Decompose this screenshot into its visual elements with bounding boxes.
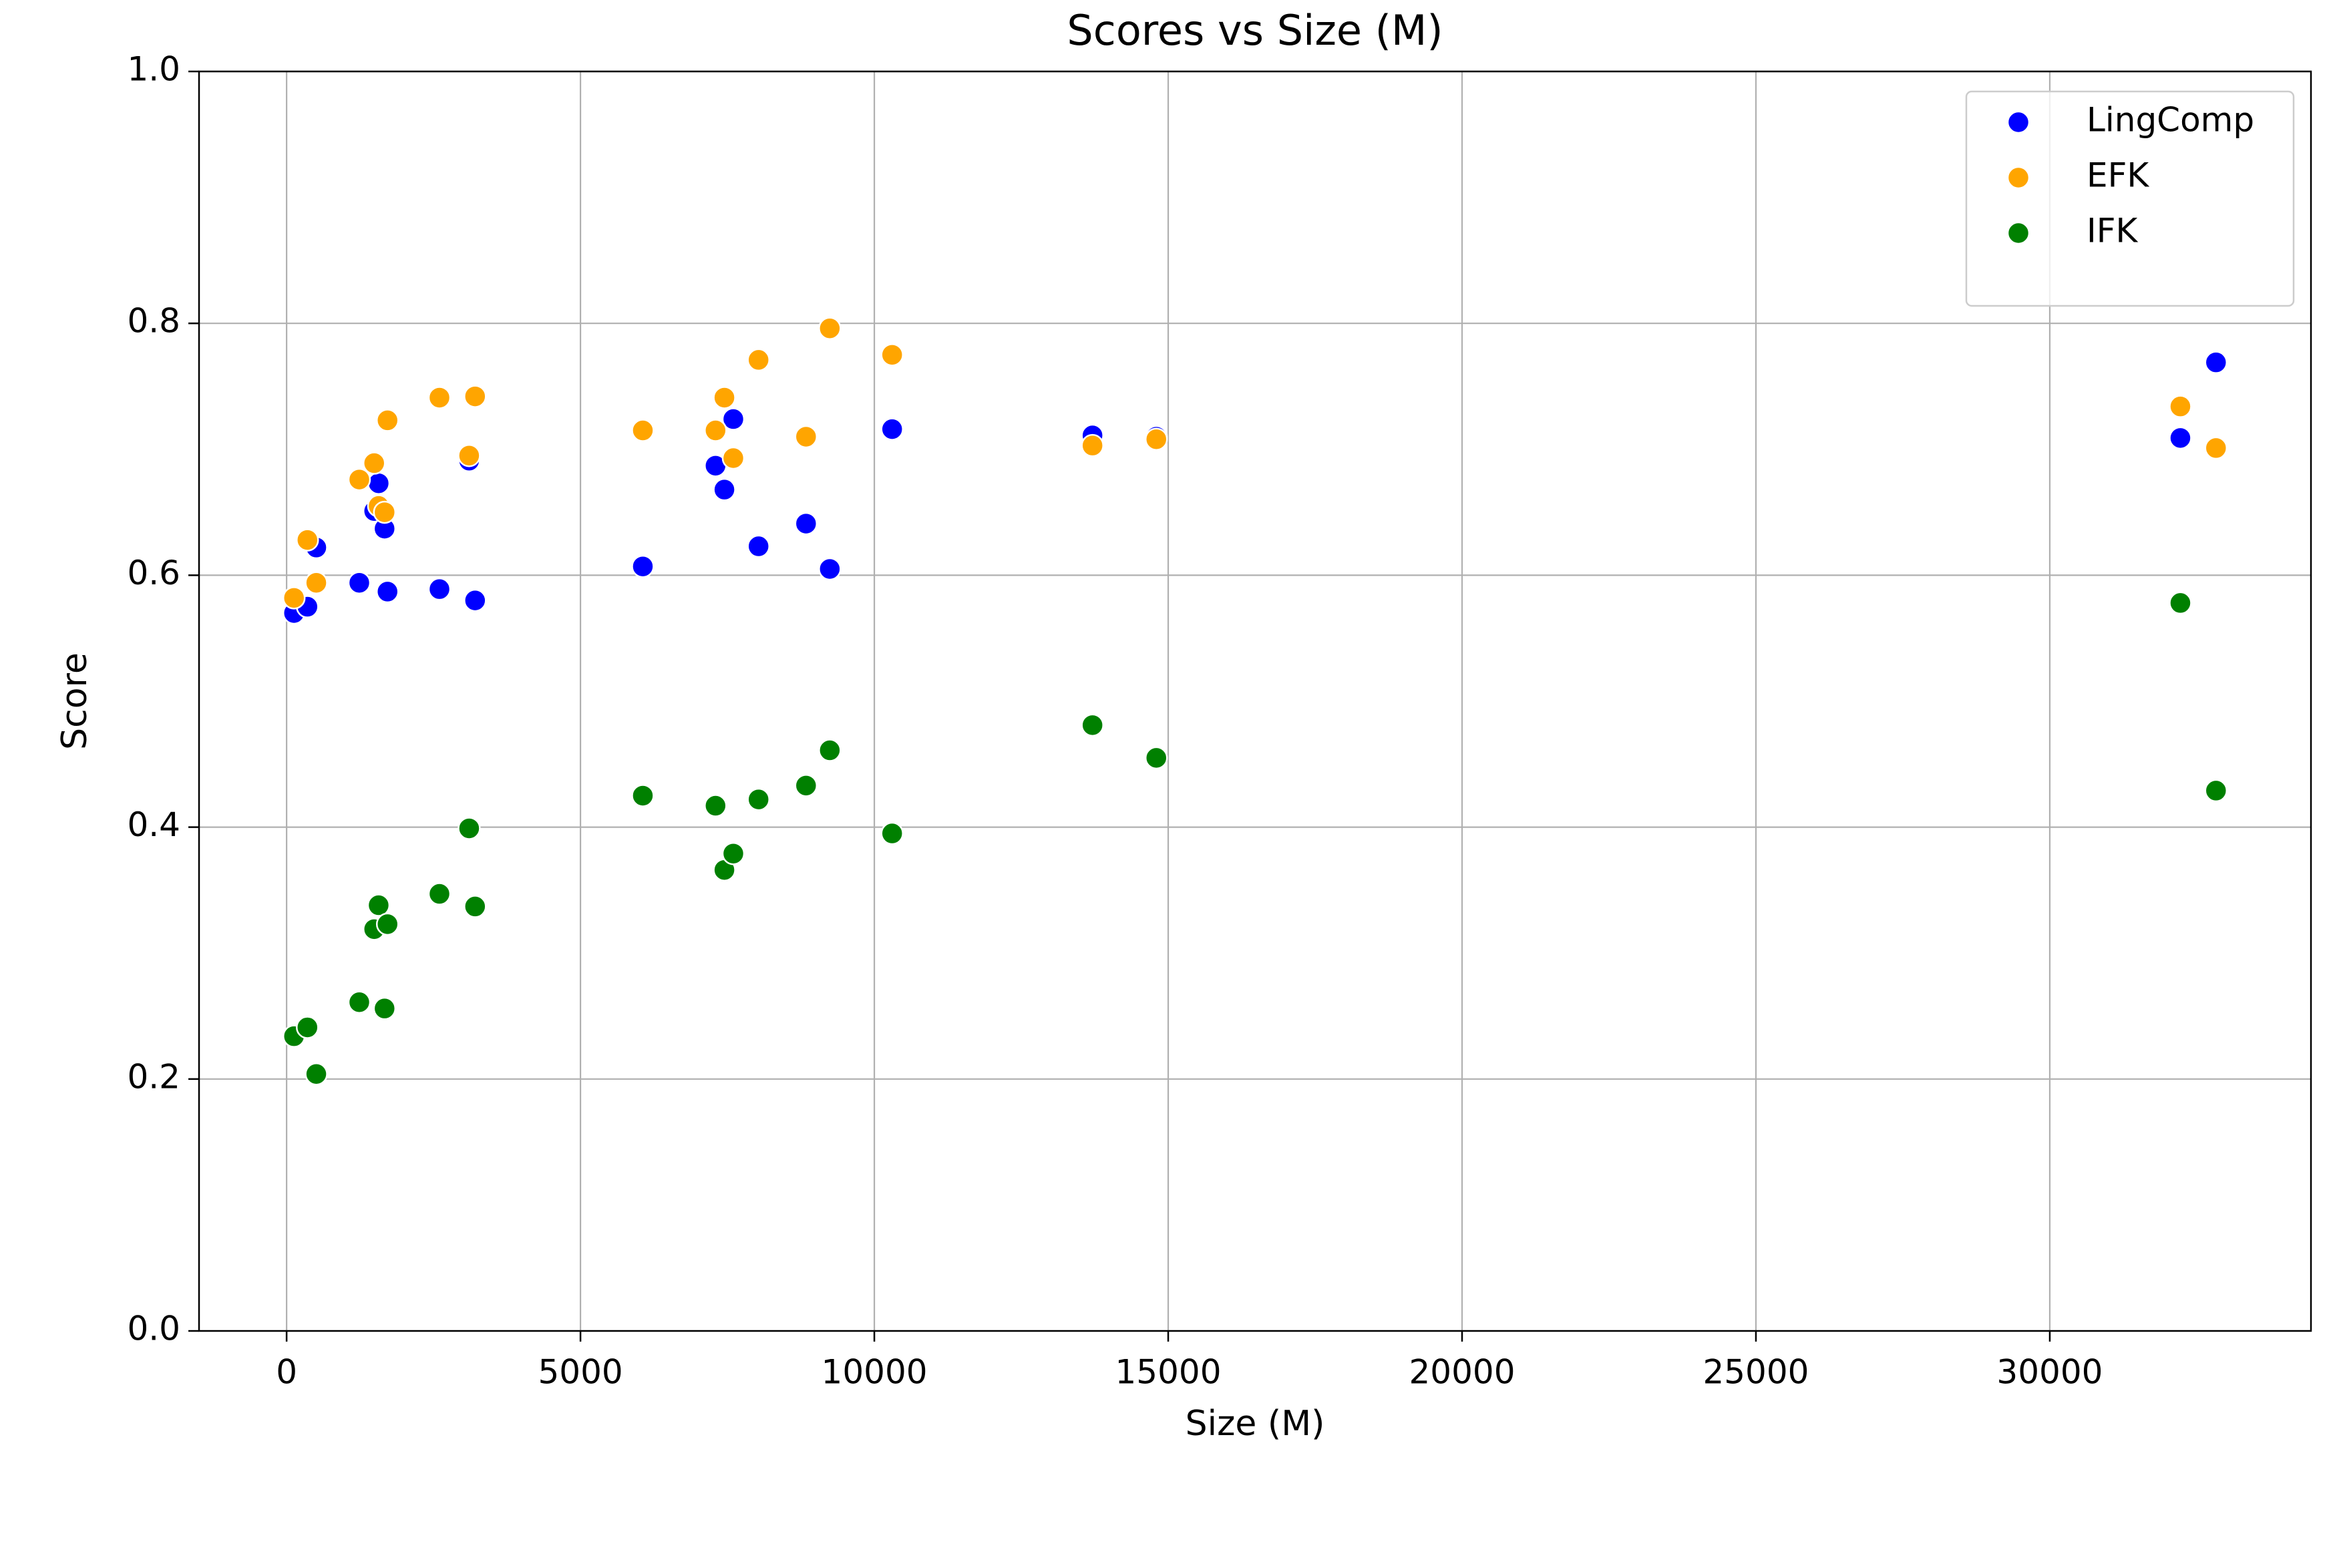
point [427, 386, 452, 409]
x-tick-label: 30000 [1996, 1353, 2103, 1392]
point [747, 787, 770, 811]
legend: LingComp EFK IFK [1965, 90, 2295, 307]
point [367, 471, 391, 495]
point [305, 1062, 328, 1086]
point [296, 528, 319, 552]
point [747, 534, 770, 558]
y-tick-label: 0.8 [127, 302, 180, 341]
point [713, 386, 736, 409]
point [818, 317, 842, 340]
point [704, 419, 727, 442]
y-tick-label: 0.4 [127, 805, 180, 844]
point [375, 912, 399, 936]
axes-frame [198, 70, 2312, 1332]
x-axis-label: Size (M) [1186, 1404, 1325, 1444]
point [818, 557, 842, 581]
point [2204, 351, 2228, 374]
point [2204, 779, 2228, 803]
x-tick-label: 0 [276, 1353, 297, 1392]
point [458, 443, 481, 467]
point [427, 577, 452, 601]
point [362, 451, 386, 475]
point [464, 895, 487, 918]
point [721, 446, 745, 470]
point [296, 1016, 319, 1039]
point [464, 385, 487, 408]
point [347, 467, 371, 492]
chart-title: Scores vs Size (M) [1067, 6, 1443, 55]
y-tick-label: 0.6 [127, 554, 180, 592]
point [1081, 713, 1104, 737]
legend-marker [2006, 110, 2030, 134]
point [1145, 427, 1168, 451]
point [880, 343, 904, 367]
point [794, 425, 818, 449]
legend-box [1965, 90, 2295, 307]
legend-marker [2006, 166, 2030, 190]
point [818, 739, 842, 762]
x-tick-label: 15000 [1115, 1353, 1222, 1392]
x-tick-label: 20000 [1409, 1353, 1515, 1392]
points [282, 317, 2228, 1086]
point [347, 571, 371, 594]
point [305, 571, 328, 594]
point [1081, 433, 1104, 457]
point [347, 990, 371, 1014]
point [458, 817, 481, 840]
point [631, 784, 655, 807]
legend-label: EFK [2087, 156, 2149, 195]
point [2169, 426, 2192, 450]
point [631, 554, 655, 578]
y-tick-label: 0.2 [127, 1057, 180, 1096]
point [747, 348, 770, 372]
point [2204, 436, 2228, 460]
y-tick-label: 1.0 [127, 50, 180, 89]
point [373, 996, 397, 1020]
point [794, 512, 818, 536]
point [794, 774, 818, 797]
legend-label: LingComp [2087, 101, 2254, 140]
point [721, 407, 745, 431]
point [631, 419, 655, 442]
point [704, 794, 727, 817]
x-tick-label: 25000 [1703, 1353, 1809, 1392]
point [464, 588, 487, 612]
point [721, 841, 745, 865]
point [880, 821, 904, 845]
x-tick-label: 10000 [822, 1353, 928, 1392]
point [375, 580, 399, 604]
x-tick-label: 5000 [538, 1353, 622, 1392]
point [713, 477, 736, 502]
y-axis-label: Score [55, 652, 95, 750]
point [373, 500, 397, 524]
legend-marker [2006, 221, 2030, 245]
point [2169, 591, 2192, 615]
point [282, 586, 306, 610]
legend-label: IFK [2087, 212, 2139, 250]
point [375, 409, 399, 432]
point [2169, 395, 2192, 418]
point [1145, 746, 1168, 770]
point [880, 417, 904, 441]
point [427, 882, 452, 906]
point [367, 894, 391, 917]
y-tick-label: 0.0 [127, 1310, 180, 1348]
